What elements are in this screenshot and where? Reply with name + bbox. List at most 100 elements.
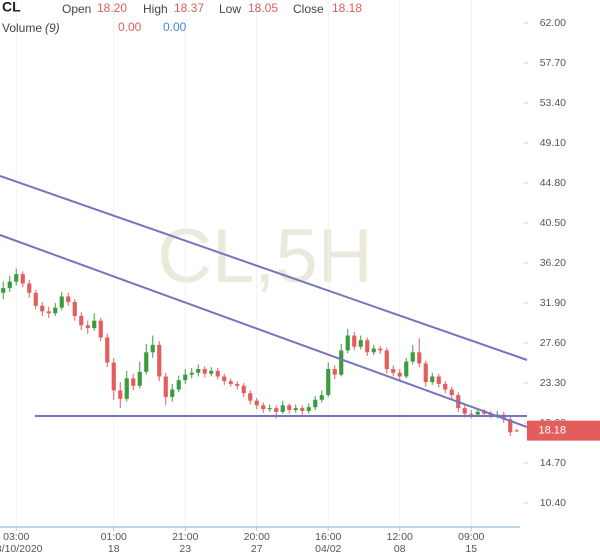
- open-label: Open: [62, 2, 91, 16]
- candle-body: [274, 408, 279, 412]
- candle-body: [404, 361, 409, 377]
- low-label: Low: [219, 2, 241, 16]
- candle-body: [300, 408, 305, 411]
- y-tick-label: 36.20: [540, 257, 566, 269]
- candle-body: [358, 340, 363, 347]
- watermark: CL,5H: [157, 214, 372, 299]
- candle-body: [326, 369, 331, 396]
- candle-body: [183, 374, 188, 381]
- low-value: 18.05: [248, 1, 278, 15]
- x-tick-label: 18: [108, 543, 120, 555]
- x-tick-label: 15: [465, 543, 477, 555]
- candle-body: [475, 411, 480, 415]
- y-tick-label: 40.50: [540, 217, 566, 229]
- candle-body: [196, 369, 201, 373]
- x-tick-label: 08: [394, 543, 406, 555]
- candle-body: [384, 350, 389, 370]
- candle-body: [378, 348, 383, 351]
- candle-body: [176, 380, 181, 390]
- trend-line: [0, 175, 528, 361]
- candle-body: [235, 383, 240, 386]
- candle-body: [319, 395, 324, 400]
- candle-body: [345, 335, 350, 351]
- candle-body: [105, 337, 110, 363]
- y-tick-label: 62.00: [540, 17, 566, 29]
- candle-body: [1, 288, 6, 293]
- candle-body: [306, 407, 311, 411]
- plot-area: [1, 0, 528, 527]
- candle-body: [391, 369, 396, 373]
- candle-body: [27, 283, 32, 293]
- x-tick-label: 03/10/2020: [0, 543, 43, 555]
- high-value: 18.37: [174, 1, 204, 15]
- candle-body: [111, 362, 116, 391]
- candle-body: [228, 381, 233, 384]
- candle-body: [66, 296, 71, 303]
- candle-body: [280, 405, 285, 412]
- candle-body: [209, 370, 214, 374]
- candle-body: [261, 405, 266, 410]
- y-tick-label: 14.70: [540, 457, 566, 469]
- candle-body: [339, 350, 344, 375]
- candle-body: [20, 274, 25, 284]
- last-price-label: 18.18: [538, 425, 566, 437]
- candle-body: [248, 393, 253, 401]
- candle-body: [7, 281, 12, 289]
- candle-body: [371, 348, 376, 353]
- candle-body: [14, 274, 19, 282]
- candle-body: [150, 344, 155, 353]
- candle-body: [449, 389, 454, 396]
- candle-body: [72, 302, 77, 317]
- candle-body: [189, 372, 194, 375]
- volume-label: Volume: [2, 21, 42, 35]
- x-tick-label: 21:00: [172, 531, 198, 543]
- candle-body: [241, 385, 246, 394]
- candle-body: [79, 316, 84, 326]
- candle-body: [313, 399, 318, 408]
- x-tick-label: 12:00: [387, 531, 413, 543]
- x-tick-label: 20:00: [244, 531, 270, 543]
- x-tick-label: 01:00: [101, 531, 127, 543]
- candle-body: [462, 408, 467, 414]
- candle-body: [118, 390, 123, 399]
- x-tick-label: 27: [251, 543, 263, 555]
- candle-body: [332, 369, 337, 375]
- volume-period: (9): [45, 21, 60, 35]
- candle-body: [98, 320, 103, 338]
- open-value: 18.20: [97, 1, 127, 15]
- candle-body: [443, 383, 448, 390]
- candle-body: [267, 408, 272, 410]
- y-tick-label: 31.90: [540, 297, 566, 309]
- candle-body: [352, 335, 357, 347]
- candle-body: [397, 372, 402, 377]
- candle-body: [59, 296, 64, 308]
- x-tick-label: 23: [179, 543, 191, 555]
- candle-body: [287, 405, 292, 410]
- candle-body: [482, 411, 487, 414]
- y-tick-label: 44.80: [540, 177, 566, 189]
- candle-body: [514, 430, 519, 432]
- candle-body: [436, 376, 441, 384]
- x-tick-label: 16:00: [315, 531, 341, 543]
- candle-body: [469, 413, 474, 415]
- candle-body: [365, 340, 370, 353]
- x-tick-label: 04/02: [315, 543, 341, 555]
- y-tick-label: 27.60: [540, 337, 566, 349]
- candle-body: [33, 292, 38, 306]
- candle-body: [131, 378, 136, 386]
- symbol: CL: [2, 0, 21, 15]
- x-tick-label: 09:00: [458, 531, 484, 543]
- y-tick-label: 53.40: [540, 97, 566, 109]
- candle-body: [170, 389, 175, 397]
- candle-body: [215, 370, 220, 377]
- close-value: 18.18: [332, 1, 362, 15]
- high-label: High: [143, 2, 168, 16]
- candle-body: [163, 376, 168, 397]
- x-tick-label: 03:00: [3, 531, 29, 543]
- close-label: Close: [293, 2, 324, 16]
- candle-body: [92, 320, 97, 329]
- candle-body: [417, 352, 422, 364]
- candle-body: [293, 408, 298, 410]
- volume-value: 0.00: [163, 20, 187, 34]
